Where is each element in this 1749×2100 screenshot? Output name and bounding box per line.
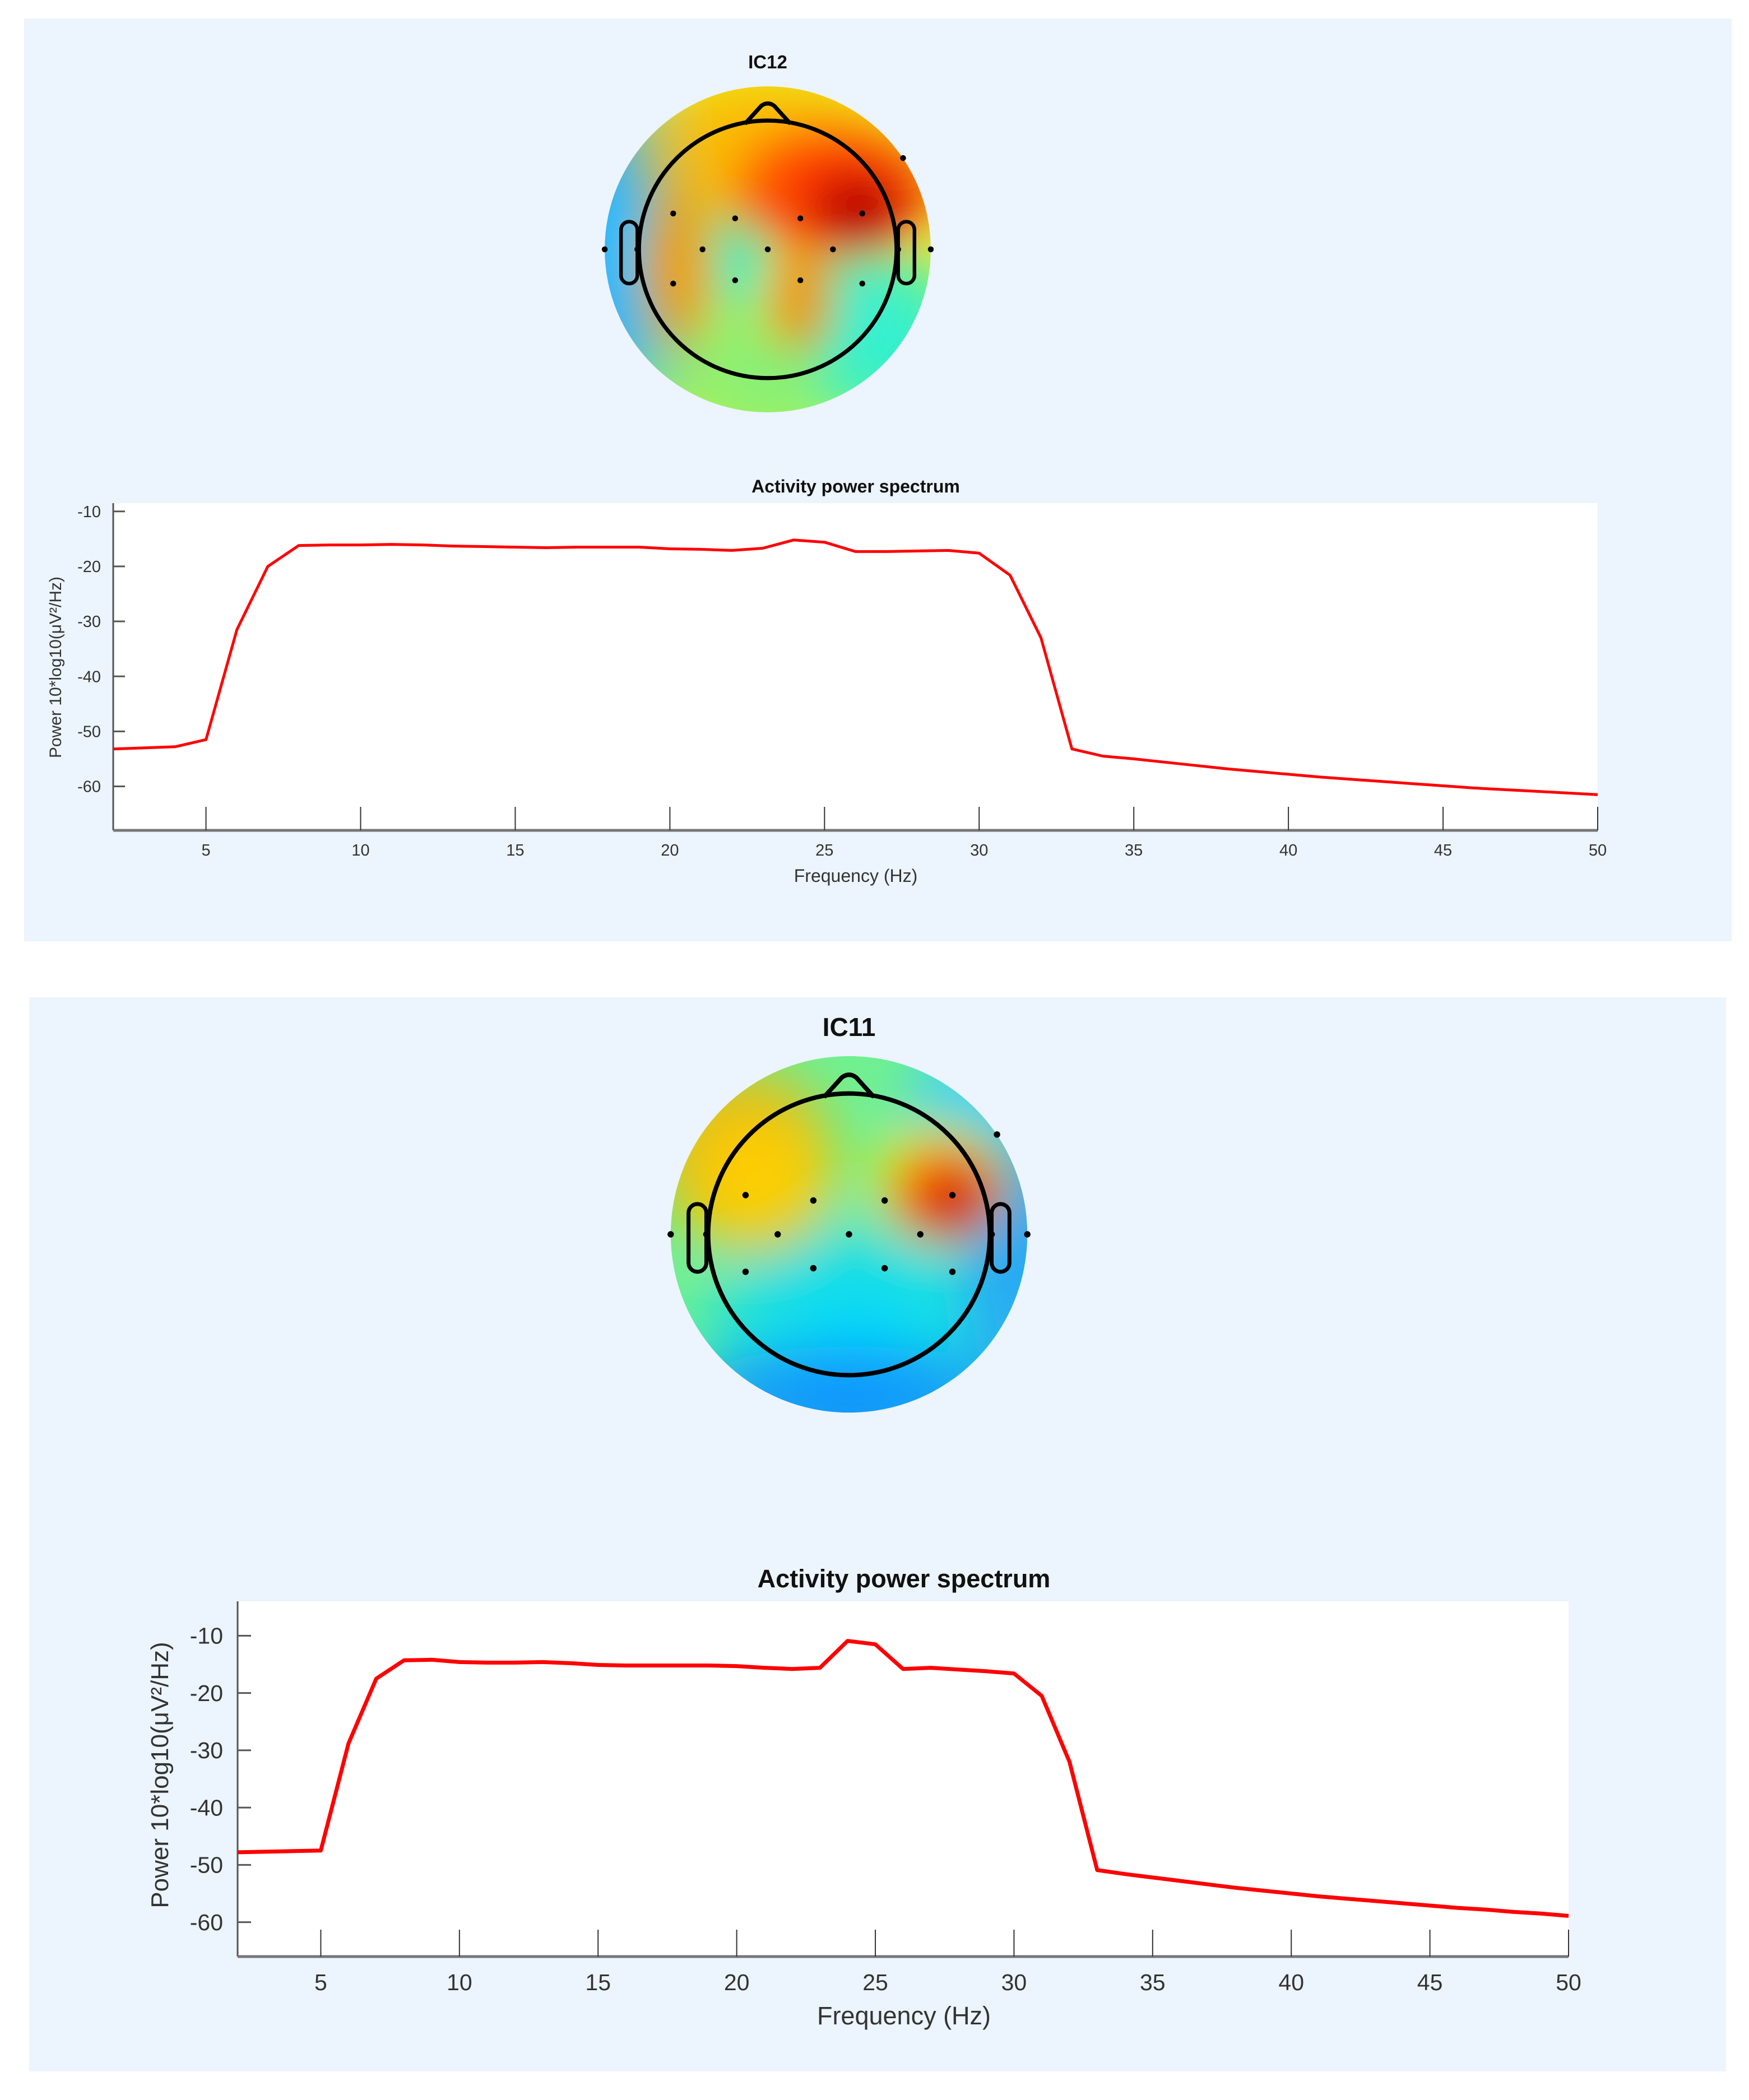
chart2-y-tick-label: -20 <box>190 1680 223 1706</box>
chart1-y-tick-label: -50 <box>77 723 101 741</box>
chart2-y-tick-label: -60 <box>190 1909 223 1935</box>
ic12-title: IC12 <box>748 52 787 72</box>
chart1-x-tick-label: 45 <box>1434 842 1452 859</box>
electrode-dot <box>699 246 706 253</box>
electrode-dot <box>900 155 906 161</box>
chart1-title: Activity power spectrum <box>751 476 960 496</box>
chart2-y-tick-label: -30 <box>190 1737 223 1763</box>
chart2-plot-area <box>238 1601 1569 1957</box>
chart2-x-tick-label: 35 <box>1140 1969 1166 1995</box>
chart1-y-tick-label: -40 <box>77 668 101 686</box>
chart1-x-tick-label: 25 <box>815 842 833 859</box>
electrode-dot <box>859 210 865 217</box>
electrode-dot <box>810 1265 817 1272</box>
chart1-x-tick-label: 30 <box>970 842 988 859</box>
chart1-x-tick-label: 50 <box>1589 842 1607 859</box>
chart2-title: Activity power spectrum <box>757 1564 1051 1593</box>
chart1-plot-area <box>113 503 1598 830</box>
chart2-y-tick-label: -50 <box>190 1852 223 1878</box>
electrode-dot <box>634 246 641 253</box>
scalp-blob <box>927 1173 978 1224</box>
chart1-xlabel: Frequency (Hz) <box>794 866 918 886</box>
electrode-dot <box>703 1231 710 1238</box>
electrode-dot <box>732 215 739 221</box>
electrode-dot <box>670 210 676 217</box>
chart2-spectrum-line <box>237 1639 1569 1918</box>
chart1-x-tick-label: 5 <box>201 842 210 859</box>
chart1-y-tick-label: -60 <box>77 778 101 796</box>
chart1-x-tick-label: 10 <box>351 842 369 859</box>
chart2-x-tick-label: 50 <box>1556 1969 1581 1995</box>
chart2-x-tick-label: 45 <box>1417 1969 1443 1995</box>
electrode-dot <box>846 1231 852 1238</box>
electrode-dot <box>881 1197 888 1204</box>
nose-outline <box>822 1072 876 1099</box>
electrode-dot <box>988 1231 995 1238</box>
chart2-x-tick-label: 25 <box>862 1969 888 1995</box>
electrode-dot <box>732 277 739 284</box>
chart2-x-tick-label: 15 <box>585 1969 611 1995</box>
ic12-topoplot <box>601 86 934 412</box>
electrode-dot <box>797 215 804 221</box>
chart2-xlabel: Frequency (Hz) <box>816 2001 991 2030</box>
electrode-dot <box>810 1197 817 1204</box>
electrode-dot <box>742 1269 749 1275</box>
chart1-x-tick-label: 35 <box>1125 842 1143 859</box>
electrode-dot <box>670 280 676 287</box>
chart1-x-tick-label: 15 <box>506 842 524 859</box>
electrode-dot <box>949 1269 956 1275</box>
ic11-topoplot <box>667 1056 1031 1413</box>
chart1-y-tick-label: -10 <box>77 503 101 521</box>
nose-outline <box>743 101 792 126</box>
electrode-dot <box>1024 1231 1031 1238</box>
chart2-y-tick-label: -10 <box>190 1623 223 1649</box>
electrode-dot <box>764 246 771 253</box>
chart1-y-tick-label: -20 <box>77 558 101 576</box>
scalp-blob <box>800 162 915 254</box>
electrode-dot <box>895 246 901 253</box>
electrode-dot <box>830 246 836 253</box>
scalp-blob <box>672 1093 847 1269</box>
electrode-dot <box>742 1192 749 1198</box>
chart1-x-tick-label: 20 <box>661 842 679 859</box>
chart2-x-tick-label: 20 <box>724 1969 750 1995</box>
electrode-dot <box>601 246 608 253</box>
electrode-dot <box>881 1265 888 1272</box>
electrode-dot <box>949 1192 956 1198</box>
chart2-x-tick-label: 10 <box>447 1969 472 1995</box>
electrode-dot <box>859 280 865 287</box>
electrode-dot <box>774 1231 781 1238</box>
electrode-dot <box>667 1231 674 1238</box>
chart2-x-tick-label: 30 <box>1001 1969 1027 1995</box>
chart2-x-tick-label: 40 <box>1278 1969 1304 1995</box>
chart1-spectrum-line <box>113 538 1598 796</box>
scalp-blob <box>628 162 729 369</box>
chart1-y-tick-label: -30 <box>77 613 101 631</box>
chart1-x-tick-label: 40 <box>1279 842 1297 859</box>
scalp-map <box>605 86 931 412</box>
chart2-x-tick-label: 5 <box>314 1969 327 1995</box>
scalp-blobs <box>605 86 931 412</box>
electrode-dot <box>797 277 804 284</box>
electrode-dot <box>927 246 934 253</box>
ic11-title: IC11 <box>822 1012 876 1042</box>
chart2-y-tick-label: -40 <box>190 1795 223 1820</box>
electrode-dot <box>917 1231 924 1238</box>
electrode-dot <box>994 1131 1000 1138</box>
